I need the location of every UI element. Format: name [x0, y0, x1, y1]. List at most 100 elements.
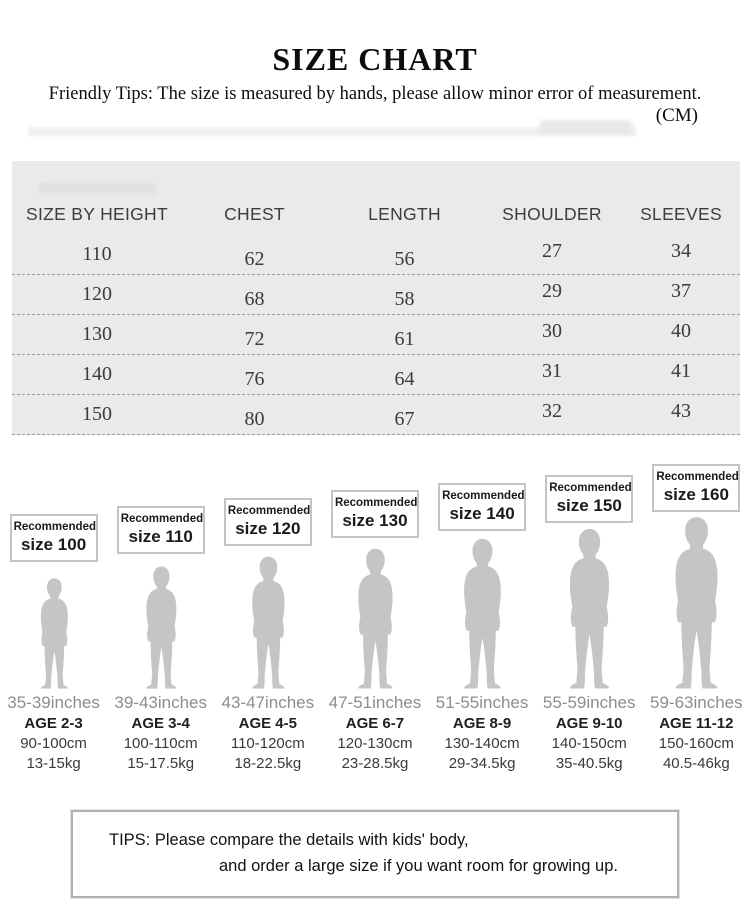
cell-shoulder: 29: [542, 280, 562, 302]
tips-line-1: TIPS: Please compare the details with ki…: [109, 831, 469, 849]
weight-kg: 40.5-46kg: [662, 755, 730, 772]
cell-sleeves: 41: [671, 360, 691, 382]
recommended-label: Recommended: [13, 521, 96, 533]
weight-kg: 15-17.5kg: [127, 755, 195, 772]
figure-caption: 47-51inches AGE 6-7 120-130cm 23-28.5kg: [329, 691, 422, 774]
recommended-size-badge: Recommended size 140: [438, 483, 527, 531]
age-range: AGE 9-10: [555, 715, 623, 732]
column-header-shoulder: SHOULDER: [502, 203, 602, 224]
figure-stage: Recommended size 150: [536, 459, 643, 689]
weight-kg: 13-15kg: [26, 755, 81, 772]
cell-chest: 76: [244, 368, 265, 390]
figure-caption: 35-39inches AGE 2-3 90-100cm 13-15kg: [7, 691, 100, 774]
column-header-length: LENGTH: [368, 203, 441, 224]
cell-sleeves: 34: [671, 240, 691, 262]
figure-caption: 55-59inches AGE 9-10 140-150cm 35-40.5kg: [543, 691, 636, 774]
age-range: AGE 2-3: [24, 715, 83, 732]
column-header-sleeves: SLEEVES: [640, 203, 722, 224]
height-cm: 150-160cm: [658, 735, 734, 752]
figure-stage: Recommended size 120: [214, 459, 321, 689]
height-inches: 39-43inches: [114, 693, 207, 712]
size-label: size 120: [235, 519, 301, 538]
figure-column-size-130: Recommended size 130 47-51inches AGE 6-7…: [321, 459, 428, 774]
recommended-label: Recommended: [656, 471, 739, 483]
figure-stage: Recommended size 130: [321, 459, 428, 689]
recommended-label: Recommended: [549, 482, 632, 494]
figure-caption: 59-63inches AGE 11-12 150-160cm 40.5-46k…: [650, 691, 743, 774]
column-header-chest: CHEST: [224, 203, 285, 224]
figure-stage: Recommended size 160: [643, 459, 750, 689]
tips-box: TIPS: Please compare the details with ki…: [71, 810, 679, 898]
figure-stage: Recommended size 100: [0, 459, 107, 689]
figure-stage: Recommended size 110: [107, 459, 214, 689]
child-silhouette: [675, 517, 718, 689]
size-label: size 130: [342, 511, 408, 530]
height-cm: 100-110cm: [123, 735, 198, 752]
cell-height: 110: [82, 243, 112, 265]
weight-kg: 35-40.5kg: [555, 755, 623, 772]
cell-height: 120: [82, 283, 112, 305]
cell-height: 150: [82, 403, 112, 425]
figure-caption: 43-47inches AGE 4-5 110-120cm 18-22.5kg: [222, 691, 315, 774]
cell-shoulder: 32: [542, 400, 562, 422]
recommended-size-badge: Recommended size 160: [652, 464, 741, 512]
figure-column-size-120: Recommended size 120 43-47inches AGE 4-5…: [214, 459, 321, 774]
faded-smudge-artifact: [540, 120, 632, 134]
recommended-size-badge: Recommended size 120: [223, 498, 312, 546]
recommended-label: Recommended: [334, 497, 418, 509]
table-row: 140 76 64 31 41: [12, 355, 740, 395]
weight-kg: 23-28.5kg: [341, 755, 409, 772]
recommended-label: Recommended: [120, 513, 204, 525]
child-silhouette: [146, 566, 177, 689]
recommended-label: Recommended: [227, 505, 311, 517]
cell-length: 61: [394, 328, 415, 350]
child-silhouette: [40, 578, 68, 689]
cell-shoulder: 31: [542, 360, 562, 382]
height-inches: 47-51inches: [328, 693, 422, 712]
age-range: AGE 4-5: [238, 715, 297, 732]
age-range: AGE 8-9: [452, 715, 512, 732]
cell-sleeves: 37: [671, 280, 691, 302]
cell-sleeves: 43: [671, 400, 691, 422]
weight-kg: 18-22.5kg: [234, 755, 302, 772]
cell-height: 140: [82, 363, 112, 385]
figure-caption: 51-55inches AGE 8-9 130-140cm 29-34.5kg: [436, 691, 529, 774]
cell-sleeves: 40: [671, 320, 691, 342]
table-row: 110 62 56 27 34: [12, 235, 740, 275]
cell-height: 130: [82, 323, 112, 345]
cell-chest: 68: [244, 288, 265, 310]
figures-row: Recommended size 100 35-39inches AGE 2-3…: [0, 459, 750, 774]
size-table: SIZE BY HEIGHT CHEST LENGTH SHOULDER SLE…: [12, 161, 740, 435]
size-label: size 140: [449, 504, 515, 523]
friendly-tips-text: Friendly Tips: The size is measured by h…: [48, 84, 702, 104]
size-label: size 160: [663, 485, 729, 504]
cell-shoulder: 30: [542, 320, 562, 342]
page-title: SIZE CHART: [272, 41, 478, 77]
age-range: AGE 11-12: [659, 715, 734, 732]
height-cm: 130-140cm: [444, 735, 520, 752]
tips-line-2: and order a large size if you want room …: [219, 857, 618, 875]
height-inches: 43-47inches: [221, 693, 315, 712]
height-inches: 51-55inches: [435, 693, 529, 712]
size-label: size 110: [128, 527, 193, 546]
figure-column-size-150: Recommended size 150 55-59inches AGE 9-1…: [536, 459, 643, 774]
figure-column-size-100: Recommended size 100 35-39inches AGE 2-3…: [0, 459, 107, 774]
age-range: AGE 3-4: [131, 715, 190, 732]
height-cm: 140-150cm: [551, 735, 627, 752]
figure-column-size-140: Recommended size 140 51-55inches AGE 8-9…: [429, 459, 536, 774]
height-inches: 55-59inches: [542, 693, 636, 712]
unit-label: (CM): [655, 105, 698, 126]
size-label: size 100: [20, 535, 87, 554]
figure-caption: 39-43inches AGE 3-4 100-110cm 15-17.5kg: [114, 691, 207, 774]
table-header-row: SIZE BY HEIGHT CHEST LENGTH SHOULDER SLE…: [12, 193, 740, 235]
child-silhouette: [252, 556, 285, 689]
height-cm: 110-120cm: [230, 735, 305, 752]
child-silhouette: [358, 548, 393, 689]
recommended-size-badge: Recommended size 110: [116, 506, 205, 554]
height-cm: 120-130cm: [337, 735, 413, 752]
recommended-size-badge: Recommended size 100: [9, 514, 98, 562]
figure-column-size-110: Recommended size 110 39-43inches AGE 3-4…: [107, 459, 214, 774]
height-inches: 59-63inches: [650, 693, 743, 712]
child-silhouette: [464, 538, 501, 689]
table-row: 120 68 58 29 37: [12, 275, 740, 315]
